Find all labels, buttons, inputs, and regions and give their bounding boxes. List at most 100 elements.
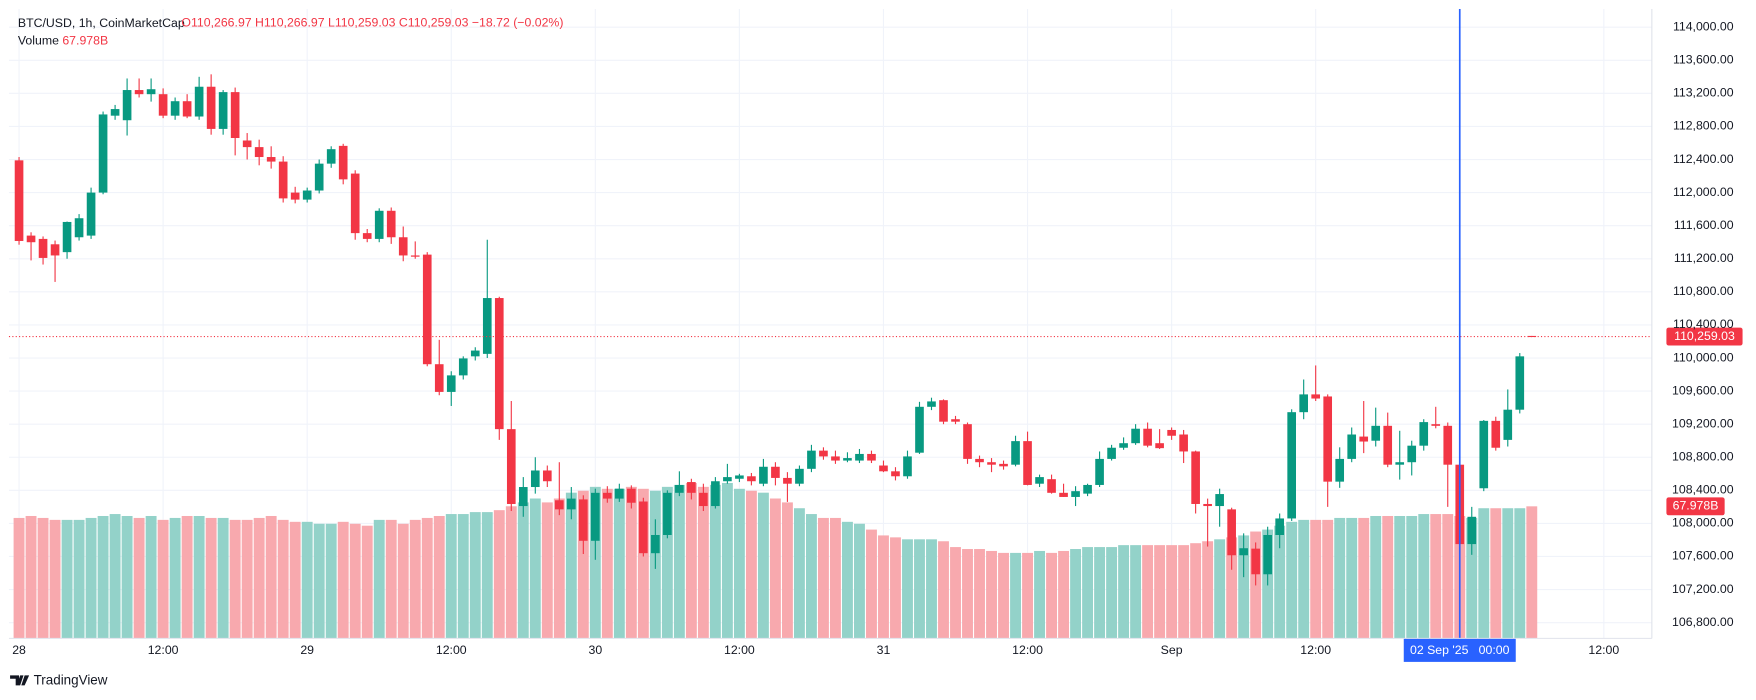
volume-bar — [49, 519, 61, 639]
volume-bar — [1334, 517, 1346, 639]
volume-bar — [1298, 519, 1310, 639]
candle-body — [1227, 509, 1236, 556]
volume-bar — [169, 517, 181, 639]
y-tick-label: 108,000.00 — [1672, 516, 1734, 530]
volume-bar — [1106, 547, 1118, 639]
volume-bar — [1370, 515, 1382, 639]
candle-body — [939, 400, 948, 422]
candle-body — [206, 86, 216, 129]
candle-body — [158, 94, 168, 116]
volume-bar — [890, 537, 901, 639]
volume-bar — [445, 514, 457, 639]
volume-bar — [1094, 547, 1106, 639]
x-tick-label: 12:00 — [1588, 643, 1619, 657]
candle-body — [1323, 396, 1333, 482]
candle-body — [470, 350, 480, 357]
volume-bar — [265, 515, 277, 639]
ohlc-high: H110,266.97 — [255, 16, 325, 30]
x-tick-label: 30 — [588, 643, 602, 657]
candle-body — [1107, 447, 1116, 459]
candle-body — [687, 482, 696, 493]
x-tick-label: Sep — [1161, 643, 1183, 657]
volume-bar — [61, 519, 73, 639]
volume-bar — [1430, 514, 1442, 639]
volume-bar — [157, 519, 169, 639]
ohlc-change: −18.72 (−0.02%) — [472, 16, 564, 30]
candle-body — [278, 161, 288, 199]
candle-body — [1239, 548, 1248, 556]
candle-body — [110, 109, 120, 116]
volume-bar — [926, 539, 937, 639]
volume-bar — [1502, 508, 1514, 639]
volume-value: 67.978B — [62, 34, 108, 48]
volume-bar — [1274, 525, 1286, 639]
volume-bar — [1130, 545, 1142, 639]
candle-body — [1131, 428, 1140, 444]
y-tick-label: 109,600.00 — [1672, 383, 1734, 397]
candle-body — [254, 147, 264, 158]
y-tick-label: 112,000.00 — [1673, 185, 1734, 199]
candle-body — [831, 456, 840, 461]
volume-bar — [13, 517, 25, 639]
candle-body — [639, 501, 648, 554]
y-tick-label: 109,200.00 — [1672, 416, 1734, 430]
candle-body — [1275, 518, 1284, 535]
volume-bar — [685, 482, 697, 639]
candle-body — [963, 424, 972, 459]
volume-bar — [37, 517, 49, 639]
volume-bar — [241, 519, 253, 639]
candle-body — [1143, 428, 1152, 446]
candle-body — [927, 401, 936, 407]
volume-bar — [902, 539, 913, 639]
candle-body — [1407, 445, 1417, 463]
candle-body — [146, 89, 156, 95]
candle-body — [326, 149, 336, 164]
candle-body — [62, 221, 72, 253]
volume-bar — [493, 510, 505, 639]
x-tick-label: 12:00 — [724, 643, 755, 657]
volume-bar — [1070, 549, 1082, 639]
candle-body — [795, 468, 804, 484]
volume-bar — [481, 512, 493, 639]
candle-body — [50, 244, 60, 256]
candle-body — [1011, 441, 1020, 465]
volume-bar — [1514, 508, 1526, 639]
candle-body — [410, 255, 420, 257]
volume-bar — [1466, 517, 1478, 639]
last-price-tag — [1666, 327, 1743, 346]
volume-bar — [385, 519, 397, 639]
candle-body — [1443, 425, 1453, 465]
volume-bar — [193, 515, 205, 639]
brand-logo: TradingView — [10, 672, 108, 687]
x-tick-label: 12:00 — [148, 643, 179, 657]
volume-bar — [998, 552, 1009, 639]
volume-bar — [1394, 515, 1406, 639]
candle-body — [951, 419, 960, 422]
candle-body — [374, 210, 384, 239]
candle-body — [1059, 492, 1068, 497]
candle-body — [1191, 451, 1200, 504]
candle-body — [783, 477, 792, 484]
candle-body — [843, 458, 852, 461]
volume-bar — [73, 519, 85, 639]
x-tick-label: 29 — [300, 643, 314, 657]
volume-bar — [289, 521, 301, 639]
volume-bar — [830, 517, 841, 639]
volume-bar — [1286, 521, 1298, 639]
volume-bar — [769, 498, 781, 639]
candle-body — [74, 218, 84, 238]
candle-body — [579, 499, 588, 541]
logo-icon — [10, 675, 30, 686]
candle-body — [855, 453, 864, 461]
volume-bar — [1166, 545, 1178, 639]
volume-bar — [938, 541, 949, 639]
candle-body — [446, 375, 456, 392]
volume-bar — [1214, 539, 1226, 639]
candle-body — [999, 463, 1008, 467]
brand-name: TradingView — [34, 672, 108, 687]
volume-bar — [313, 523, 325, 639]
volume-bar — [1358, 517, 1370, 639]
candle-body — [566, 498, 576, 510]
volume-bar — [757, 492, 769, 639]
volume-bar — [217, 517, 229, 639]
